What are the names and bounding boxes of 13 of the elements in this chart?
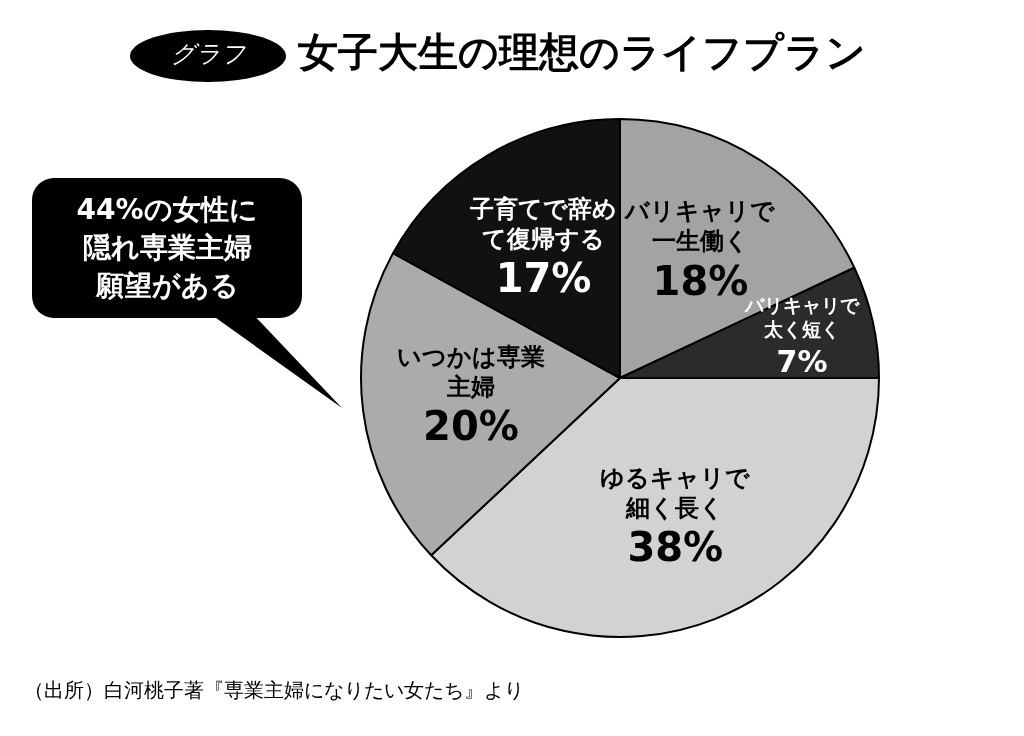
data-label: 20%	[423, 403, 519, 450]
text: 44%の女性に隠れ専業主婦願望がある	[75, 192, 259, 304]
text: （出所）白河桃子著『専業主婦になりたい女たち』より	[24, 678, 524, 703]
slice-label: いつかは専業主婦	[396, 343, 545, 402]
data-label: 7%	[776, 343, 828, 379]
data-label: 17%	[495, 255, 592, 302]
slice-label: ゆるキャリで細く長く	[600, 463, 752, 522]
text: グラフ	[170, 40, 246, 69]
data-label: 38%	[627, 524, 724, 571]
chart-title: 女子大生の理想のライフプラン	[298, 29, 866, 76]
slice-label: 子育てで辞めて復帰する	[469, 194, 618, 253]
slice-label: バリキャリで一生働く	[623, 197, 777, 256]
data-label: 18%	[652, 257, 749, 304]
